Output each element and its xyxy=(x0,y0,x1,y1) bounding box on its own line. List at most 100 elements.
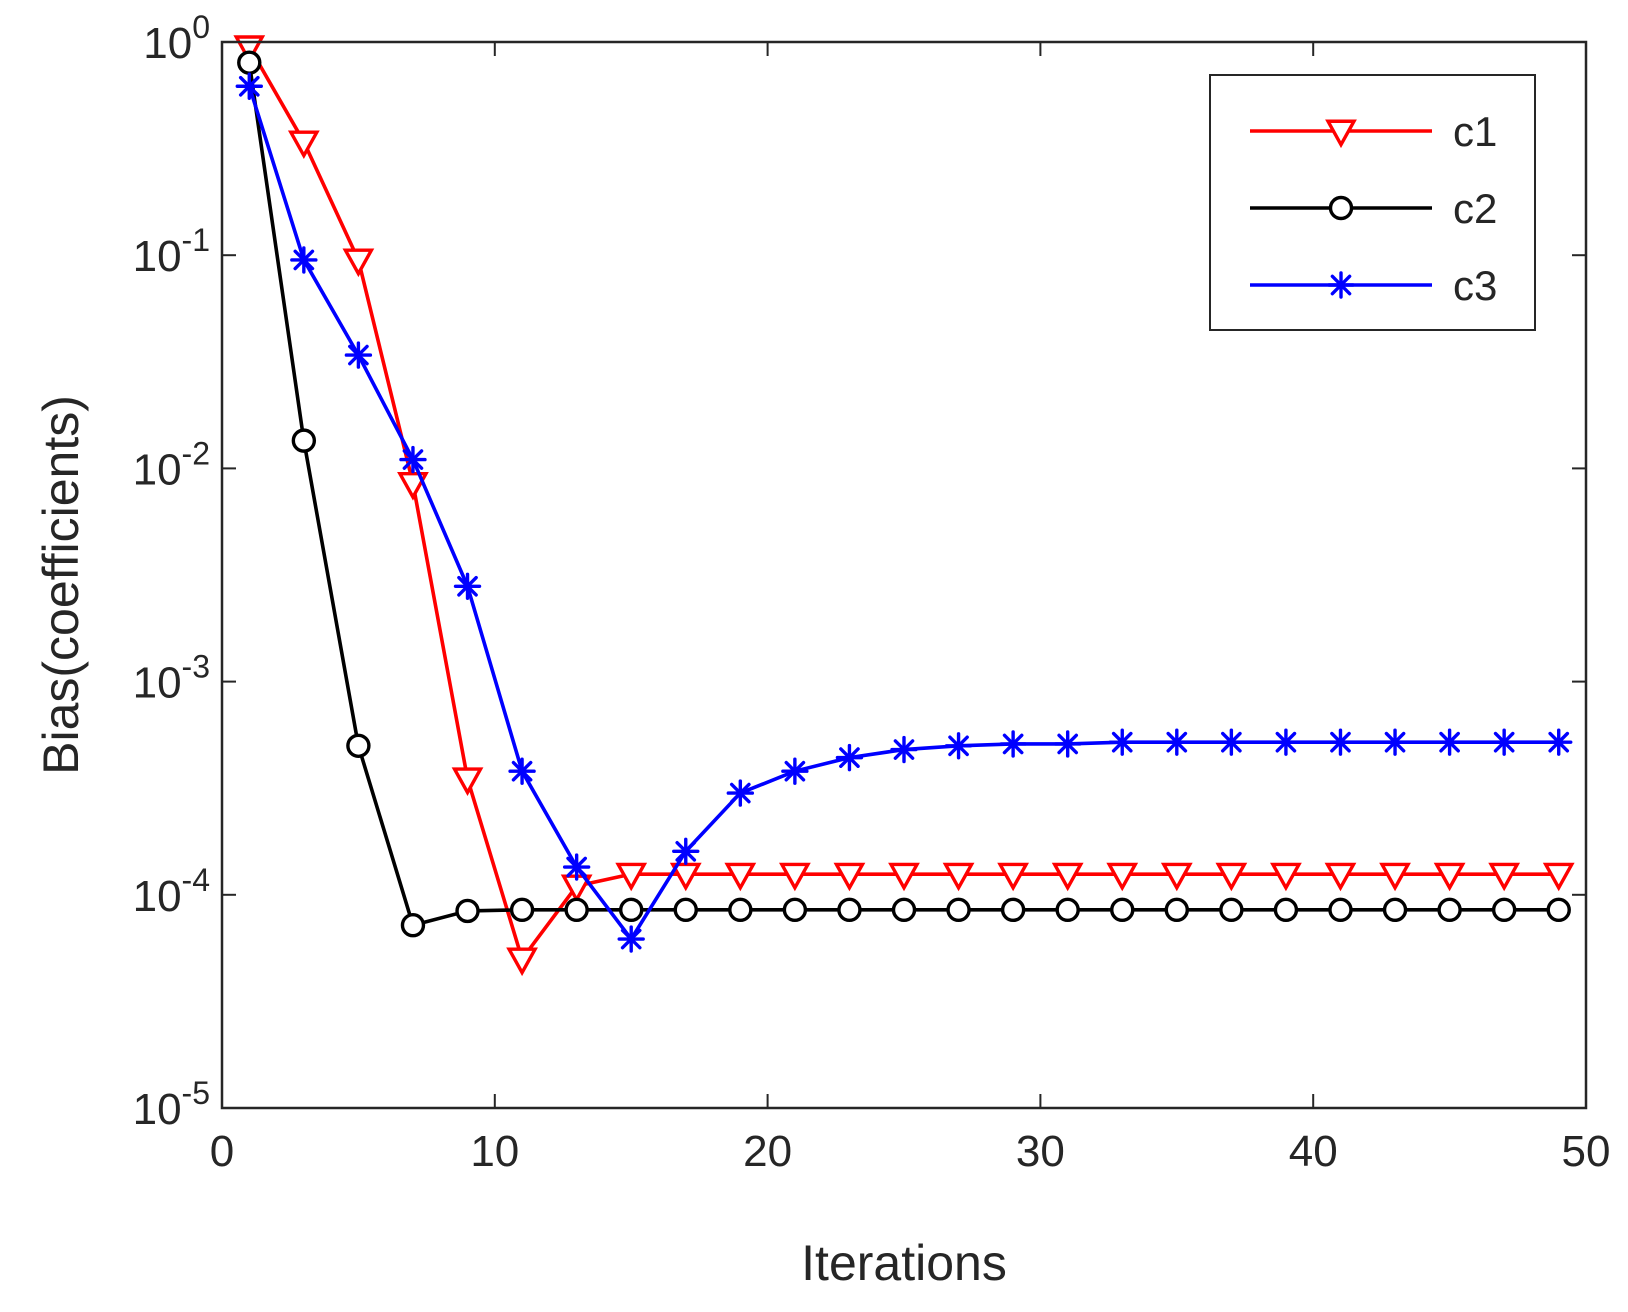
data-point-c3 xyxy=(835,743,864,772)
asterisk-stroke xyxy=(1221,731,1242,753)
data-point-c3 xyxy=(1217,728,1246,756)
data-point-c2 xyxy=(1328,897,1353,923)
data-point-c2 xyxy=(455,898,480,924)
asterisk-stroke xyxy=(1057,733,1079,755)
asterisk-stroke xyxy=(238,75,260,97)
data-point-c2 xyxy=(400,913,426,938)
y-tick-base: 10 xyxy=(133,1085,182,1134)
asterisk-stroke xyxy=(1111,731,1133,753)
data-point-c3 xyxy=(399,445,427,474)
data-point-c2 xyxy=(1491,897,1517,923)
legend-marker-c3 xyxy=(1327,271,1355,299)
data-point-c1 xyxy=(997,862,1030,892)
asterisk-stroke xyxy=(893,739,915,760)
series-c3 xyxy=(235,72,1573,953)
data-point-c3 xyxy=(562,853,591,881)
y-tick-base: 10 xyxy=(133,445,182,494)
data-point-c2 xyxy=(1546,897,1571,923)
data-point-c3 xyxy=(1272,728,1300,756)
data-point-c2 xyxy=(509,897,535,923)
data-point-c3 xyxy=(1326,728,1355,756)
x-tick-label: 40 xyxy=(1289,1127,1338,1176)
data-point-c3 xyxy=(1545,728,1573,756)
data-point-c1 xyxy=(1051,862,1084,892)
data-point-c2 xyxy=(673,897,698,923)
data-point-c2 xyxy=(1000,897,1026,923)
asterisk-stroke xyxy=(1384,731,1406,753)
asterisk-stroke xyxy=(948,735,969,757)
data-point-c1 xyxy=(1215,862,1248,892)
data-point-c2 xyxy=(346,733,371,758)
asterisk-stroke xyxy=(402,449,424,470)
asterisk-stroke xyxy=(1330,274,1352,296)
data-point-c2 xyxy=(237,50,262,75)
x-tick-label: 30 xyxy=(1016,1127,1065,1176)
legend-box xyxy=(1209,74,1536,331)
data-point-c1 xyxy=(1488,862,1521,892)
legend-label-c3: c3 xyxy=(1453,262,1497,309)
asterisk-stroke xyxy=(1275,731,1297,753)
data-point-c1 xyxy=(287,130,320,160)
data-point-c3 xyxy=(1108,728,1136,756)
y-axis-label: Bias(coefficients) xyxy=(33,395,89,775)
data-point-c1 xyxy=(1270,862,1302,892)
data-point-c2 xyxy=(564,897,589,923)
data-point-c2 xyxy=(946,897,971,923)
data-point-c3 xyxy=(944,732,973,760)
legend-label-c1: c1 xyxy=(1453,108,1497,155)
asterisk-stroke xyxy=(1548,731,1570,753)
x-axis-label: Iterations xyxy=(801,1235,1007,1291)
data-point-c1 xyxy=(342,248,375,278)
data-point-c2 xyxy=(1273,897,1299,923)
y-tick-label: 10-1 xyxy=(133,222,210,281)
x-tick-label: 20 xyxy=(743,1127,792,1176)
legend-marker-c1 xyxy=(1325,119,1357,149)
data-point-c1 xyxy=(1160,862,1193,892)
asterisk-stroke xyxy=(1330,731,1351,753)
asterisk-stroke xyxy=(457,575,478,597)
y-tick-exponent: -4 xyxy=(182,862,210,898)
data-point-c1 xyxy=(1106,862,1139,892)
asterisk-stroke xyxy=(620,928,642,950)
y-tick-label: 100 xyxy=(143,9,210,68)
data-point-c3 xyxy=(1053,730,1082,758)
asterisk-stroke xyxy=(348,344,369,366)
asterisk-stroke xyxy=(729,782,751,804)
data-point-c1 xyxy=(451,767,484,796)
data-point-c3 xyxy=(290,246,318,274)
y-tick-label: 10-5 xyxy=(133,1075,210,1134)
y-tick-exponent: -1 xyxy=(182,222,210,258)
y-tick-label: 10-3 xyxy=(133,649,210,708)
data-point-c2 xyxy=(891,897,917,923)
data-point-c3 xyxy=(508,757,536,785)
data-point-c3 xyxy=(1435,728,1464,756)
plot-frame xyxy=(220,40,1588,1110)
data-point-c2 xyxy=(1164,897,1190,923)
y-tick-exponent: -5 xyxy=(182,1075,210,1111)
data-point-c3 xyxy=(235,72,263,100)
series-c2 xyxy=(237,50,1571,938)
data-point-c1 xyxy=(1379,862,1411,892)
asterisk-stroke xyxy=(1493,731,1515,753)
asterisk-stroke xyxy=(293,249,315,271)
asterisk-stroke xyxy=(839,747,860,768)
data-point-c1 xyxy=(1324,862,1357,892)
data-point-c2 xyxy=(782,897,808,923)
data-point-c1 xyxy=(888,862,920,892)
y-tick-base: 10 xyxy=(133,232,182,281)
y-tick-label: 10-4 xyxy=(133,862,210,921)
y-tick-base: 10 xyxy=(133,659,182,708)
y-tick-exponent: 0 xyxy=(192,9,210,45)
data-point-c3 xyxy=(672,837,700,865)
data-point-c2 xyxy=(1437,897,1462,923)
data-point-c2 xyxy=(1219,897,1244,923)
x-tick-label: 10 xyxy=(470,1127,519,1176)
data-point-c3 xyxy=(617,925,645,953)
data-point-c2 xyxy=(1382,897,1408,923)
series-layer xyxy=(233,35,1575,977)
data-point-c2 xyxy=(1110,897,1135,923)
data-point-c3 xyxy=(1490,728,1518,756)
asterisk-stroke xyxy=(1002,733,1024,755)
data-point-c1 xyxy=(506,947,538,977)
